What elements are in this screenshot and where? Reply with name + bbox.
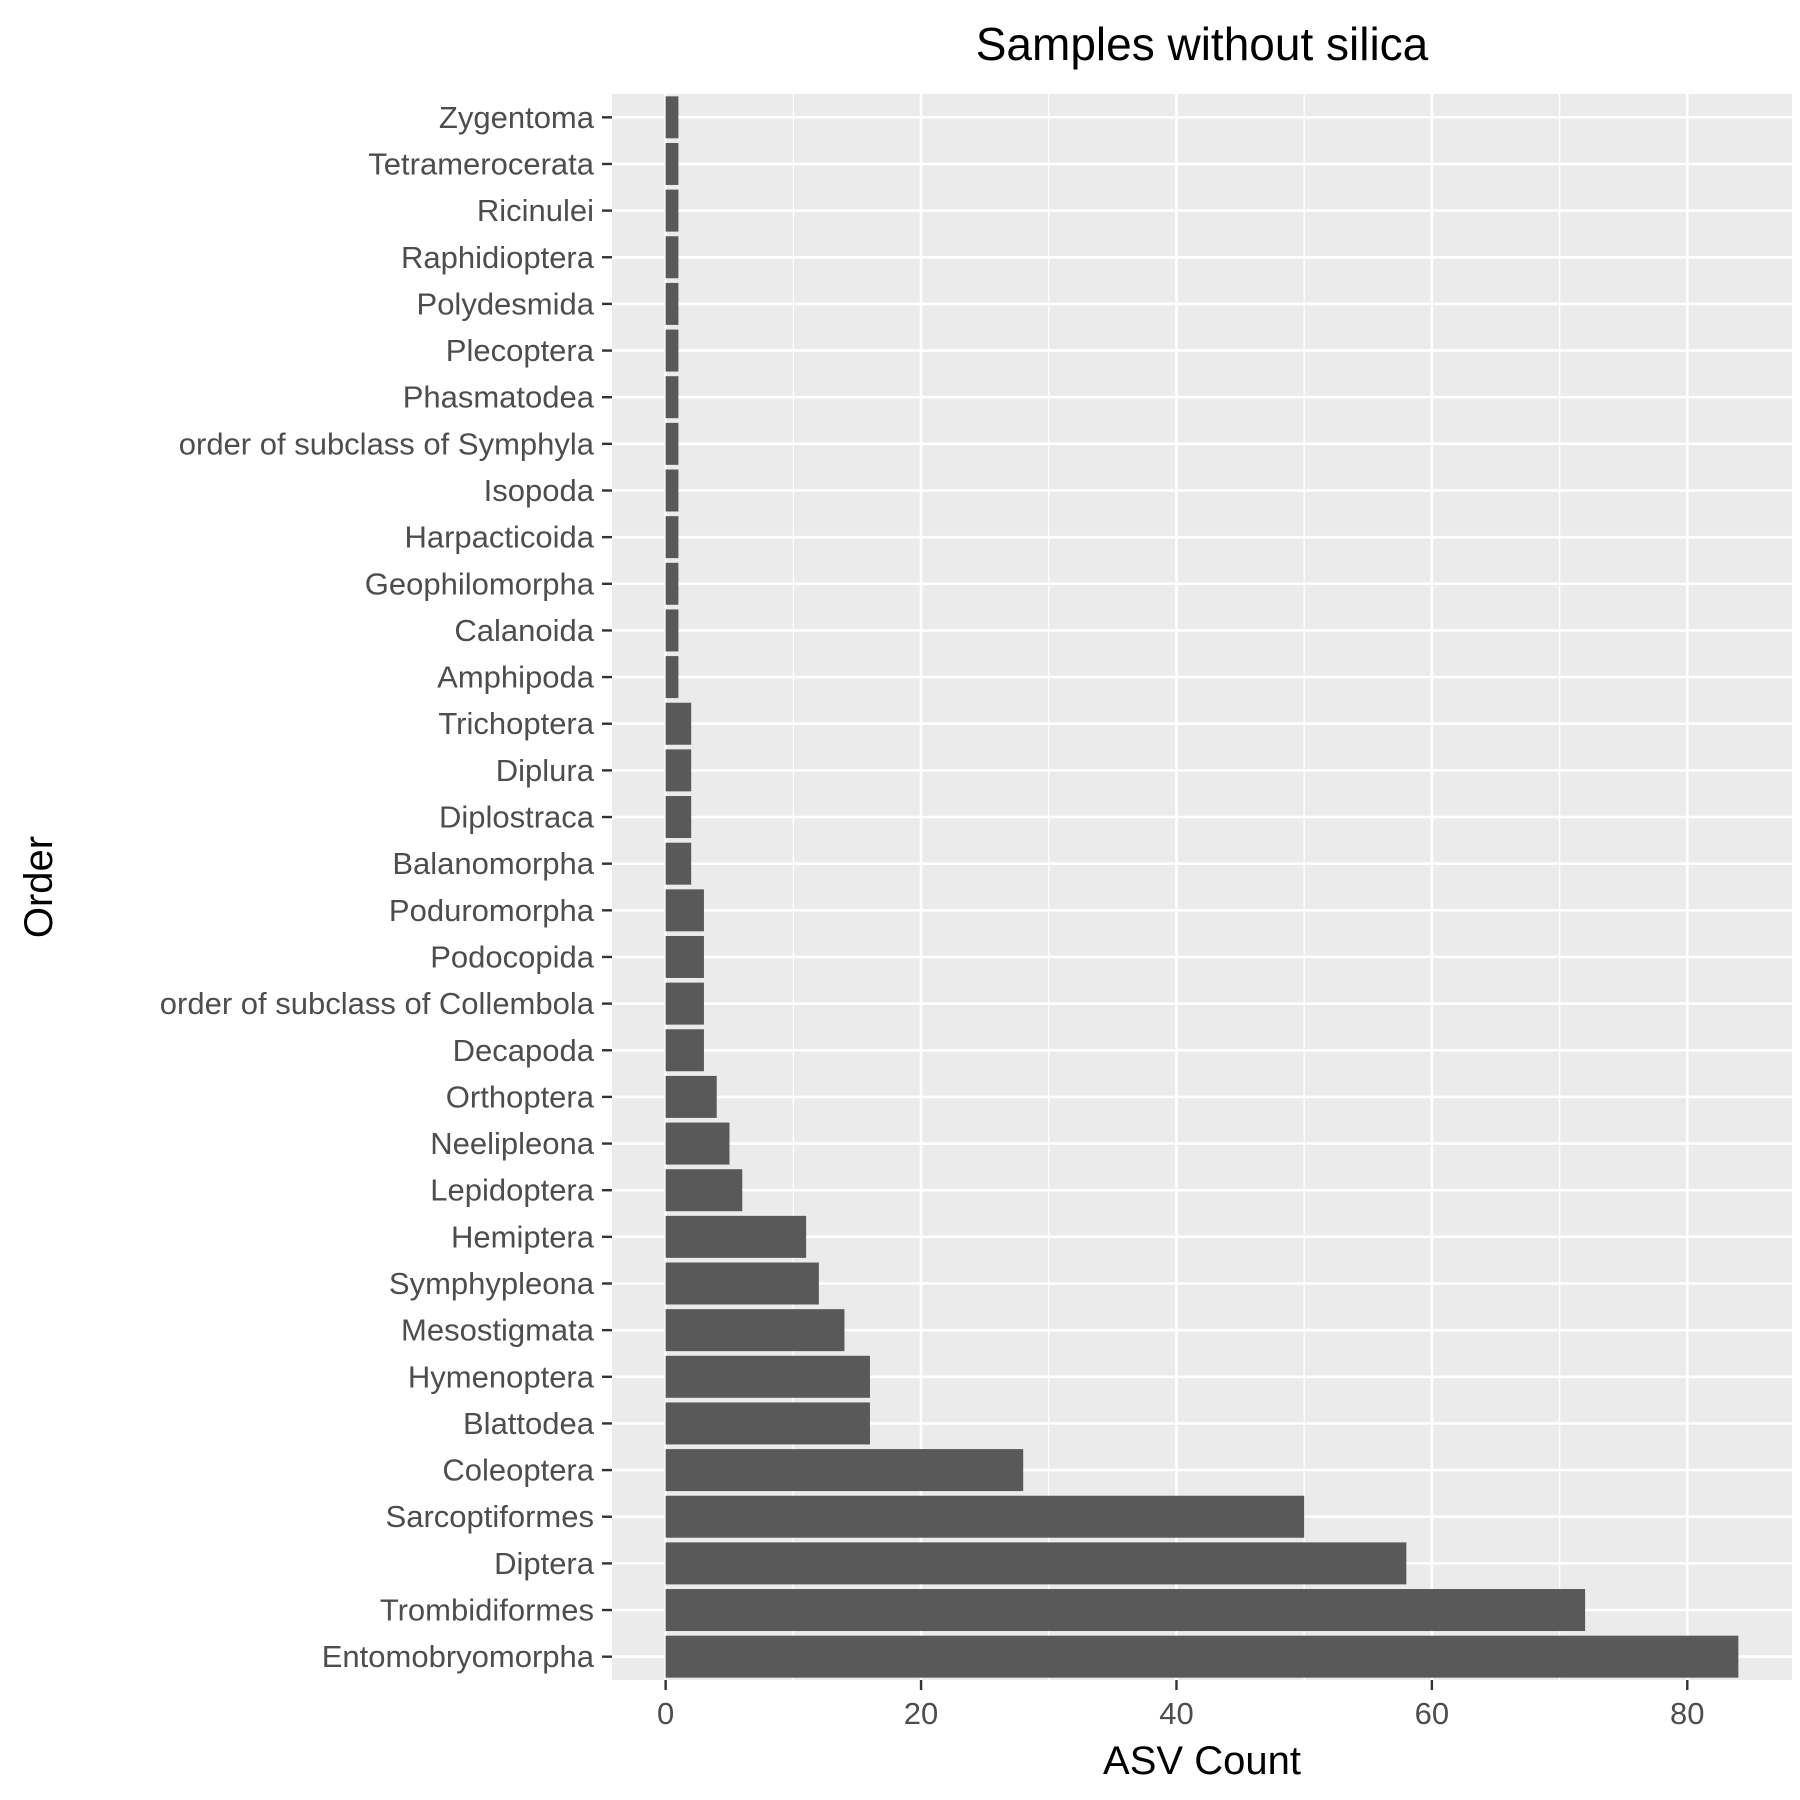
y-tick-label: Balanomorpha	[392, 846, 594, 881]
y-tick-label: Hemiptera	[451, 1219, 595, 1254]
bar-balanomorpha	[665, 842, 692, 885]
y-tick-label: Podocopida	[430, 939, 595, 974]
chart-title: Samples without silica	[976, 18, 1429, 70]
y-tick-label: Polydesmida	[417, 286, 595, 321]
bar-lepidoptera	[665, 1169, 743, 1212]
bar-mesostigmata	[665, 1309, 845, 1352]
y-axis: Zygentoma Tetramerocerata Ricinulei Raphidi…	[160, 100, 612, 1674]
bar-order-of-subclass-of-symphyla	[665, 422, 679, 465]
bar-orthoptera	[665, 1075, 717, 1118]
x-tick-label: 20	[904, 1696, 938, 1731]
bar-phasmatodea	[665, 376, 679, 419]
y-tick-label: order of subclass of Symphyla	[179, 426, 595, 461]
bar-amphipoda	[665, 656, 679, 699]
y-tick-label: Plecoptera	[446, 333, 595, 368]
y-tick-label: Symphypleona	[389, 1266, 595, 1301]
y-tick-label: Trichoptera	[438, 706, 594, 741]
y-tick-label: Diplura	[496, 753, 595, 788]
x-tick-label: 80	[1670, 1696, 1704, 1731]
y-tick-label: Amphipoda	[437, 660, 595, 695]
x-axis-title: ASV Count	[1103, 1739, 1301, 1783]
x-tick-label: 60	[1415, 1696, 1449, 1731]
y-tick-label: Zygentoma	[439, 100, 595, 135]
y-tick-label: Decapoda	[453, 1033, 595, 1068]
y-tick-label: Coleoptera	[442, 1453, 594, 1488]
y-axis-title: Order	[17, 836, 61, 938]
y-tick-label: Geophilomorpha	[365, 566, 595, 601]
y-tick-label: Harpacticoida	[404, 520, 594, 555]
bars	[665, 96, 1739, 1678]
y-tick-label: Orthoptera	[446, 1079, 595, 1114]
y-tick-label: Diplostraca	[439, 800, 595, 835]
bar-neelipleona	[665, 1122, 730, 1165]
y-tick-label: Diptera	[494, 1546, 595, 1581]
y-tick-label: Sarcoptiformes	[386, 1499, 594, 1534]
bar-order-of-subclass-of-collembola	[665, 982, 704, 1025]
bar-diplura	[665, 749, 692, 792]
y-tick-label: Tetramerocerata	[368, 146, 594, 181]
bar-podocopida	[665, 935, 704, 978]
y-tick-label: Ricinulei	[477, 193, 594, 228]
bar-hemiptera	[665, 1215, 807, 1258]
bar-sarcoptiformes	[665, 1495, 1305, 1538]
bar-polydesmida	[665, 282, 679, 325]
bar-coleoptera	[665, 1449, 1024, 1492]
y-tick-label: Poduromorpha	[389, 893, 595, 928]
bar-decapoda	[665, 1029, 704, 1072]
y-tick-label: Neelipleona	[430, 1126, 594, 1161]
y-tick-label: Lepidoptera	[430, 1173, 595, 1208]
y-tick-label: Mesostigmata	[401, 1313, 595, 1348]
bar-poduromorpha	[665, 889, 704, 932]
x-axis: 0 20 40 60 80	[657, 1680, 1705, 1731]
x-tick-label: 40	[1159, 1696, 1193, 1731]
bar-entomobryomorpha	[665, 1635, 1739, 1678]
bar-blattodea	[665, 1402, 870, 1445]
bar-raphidioptera	[665, 236, 679, 279]
bar-symphypleona	[665, 1262, 819, 1305]
bar-diplostraca	[665, 796, 692, 839]
bar-zygentoma	[665, 96, 679, 139]
bar-geophilomorpha	[665, 562, 679, 605]
y-tick-label: Phasmatodea	[403, 380, 595, 415]
y-tick-label: Blattodea	[463, 1406, 595, 1441]
bar-trombidiformes	[665, 1589, 1586, 1632]
bar-plecoptera	[665, 329, 679, 372]
major-gridlines	[612, 94, 1792, 1680]
y-tick-label: Calanoida	[454, 613, 594, 648]
y-tick-label: Trombidiformes	[380, 1593, 594, 1628]
x-tick-label: 0	[657, 1696, 674, 1731]
bar-tetramerocerata	[665, 142, 679, 185]
bar-trichoptera	[665, 702, 692, 745]
bar-harpacticoida	[665, 516, 679, 559]
bar-calanoida	[665, 609, 679, 652]
y-tick-label: Hymenoptera	[408, 1359, 595, 1394]
bar-ricinulei	[665, 189, 679, 232]
bar-diptera	[665, 1542, 1407, 1585]
y-tick-label: order of subclass of Collembola	[160, 986, 595, 1021]
y-tick-label: Raphidioptera	[401, 240, 595, 275]
bar-hymenoptera	[665, 1355, 870, 1398]
bar-isopoda	[665, 469, 679, 512]
y-tick-label: Entomobryomorpha	[322, 1639, 595, 1674]
y-tick-label: Isopoda	[484, 473, 595, 508]
